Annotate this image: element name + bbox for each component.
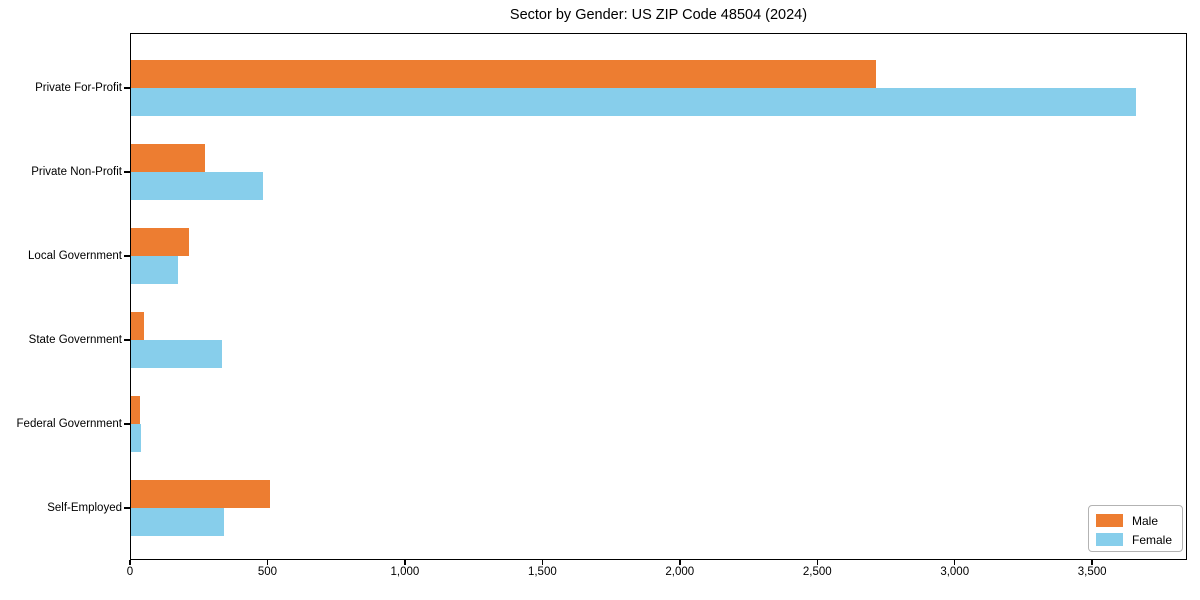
y-axis-label: Self-Employed — [47, 502, 122, 514]
y-tick-mark — [124, 423, 130, 425]
x-tick-label: 1,000 — [390, 566, 420, 578]
bar-female-4 — [131, 423, 141, 452]
x-tick-mark — [816, 560, 818, 565]
legend: Male Female — [1088, 505, 1183, 552]
bar-male-4 — [131, 395, 140, 424]
legend-item-female: Female — [1096, 530, 1182, 549]
y-tick-mark — [124, 507, 130, 509]
chart-title: Sector by Gender: US ZIP Code 48504 (202… — [509, 7, 808, 23]
bar-male-2 — [131, 227, 189, 256]
x-tick-mark — [404, 560, 406, 565]
x-tick-label: 1,500 — [527, 566, 557, 578]
legend-item-male: Male — [1096, 511, 1182, 530]
bar-male-3 — [131, 311, 144, 340]
x-tick-label: 500 — [257, 566, 278, 578]
legend-swatch-icon — [1096, 533, 1123, 546]
x-tick-label: 3,500 — [1077, 566, 1107, 578]
x-tick-label: 0 — [126, 566, 134, 578]
y-axis-label: Local Government — [28, 250, 122, 262]
plot-area — [130, 33, 1187, 560]
bar-female-0 — [131, 87, 1136, 116]
x-tick-label: 3,000 — [940, 566, 970, 578]
x-tick-mark — [266, 560, 269, 565]
bar-female-3 — [131, 339, 222, 368]
y-tick-mark — [124, 255, 130, 257]
x-tick-mark — [541, 560, 544, 565]
y-axis-label: Federal Government — [16, 418, 122, 430]
bar-male-5 — [131, 479, 270, 508]
bar-female-2 — [131, 255, 178, 284]
x-tick-label: 2,500 — [802, 566, 832, 578]
bar-male-0 — [131, 59, 876, 88]
x-tick-mark — [679, 560, 681, 565]
y-tick-mark — [124, 171, 130, 173]
x-tick-mark — [1091, 560, 1093, 565]
y-axis-label: Private For-Profit — [35, 82, 122, 94]
bar-male-1 — [131, 143, 205, 172]
y-axis-label: State Government — [28, 334, 122, 346]
x-tick-mark — [953, 560, 956, 565]
legend-label: Female — [1132, 532, 1173, 547]
bar-female-5 — [131, 507, 224, 536]
y-tick-mark — [124, 339, 130, 341]
bar-female-1 — [131, 171, 263, 200]
legend-swatch-icon — [1096, 514, 1123, 527]
y-tick-mark — [124, 87, 130, 89]
legend-label: Male — [1132, 513, 1159, 528]
x-tick-mark — [129, 560, 131, 565]
x-tick-label: 2,000 — [665, 566, 695, 578]
y-axis-label: Private Non-Profit — [31, 166, 122, 178]
